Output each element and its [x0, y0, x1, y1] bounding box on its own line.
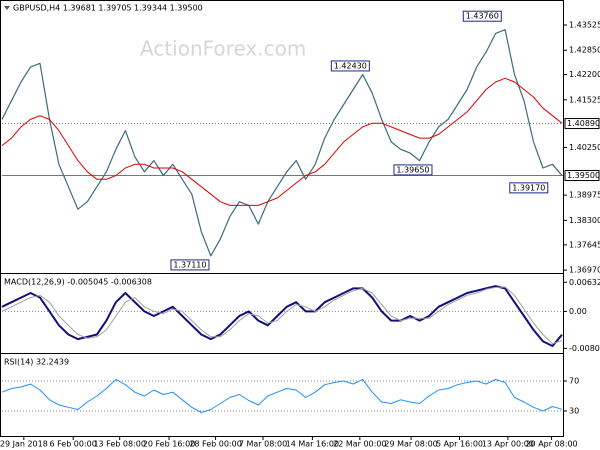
chart-title: GBPUSD,H4 1.39681 1.39705 1.39344 1.3950… — [13, 4, 203, 13]
y-tick-label: 1.42200 — [569, 70, 600, 79]
series-line — [1, 285, 563, 347]
y-tick-label: 70 — [569, 376, 579, 385]
y-tick-label: 1.38300 — [569, 216, 600, 225]
x-tick-label: 20 Apr 08:00 — [525, 440, 577, 449]
y-tick-label: 0.006326 — [569, 278, 600, 287]
y-tick-label: 1.36970 — [569, 266, 600, 275]
annotation-box — [509, 182, 549, 194]
x-tick-label: 14 Mar 16:00 — [286, 440, 339, 449]
series-line — [1, 29, 563, 257]
y-tick-label: 1.42850 — [569, 46, 600, 55]
plot-frame — [0, 0, 564, 437]
annotation-label: 1.42430 — [334, 61, 367, 70]
macd-title: MACD(12,26,9) -0.005045 -0.006308 — [4, 278, 152, 287]
y-tick-label: 30 — [569, 407, 579, 416]
series-line — [1, 286, 563, 345]
x-tick-label: 28 Feb 00:00 — [189, 440, 241, 449]
y-tick-label: 1.40250 — [569, 143, 600, 152]
x-tick-label: 13 Feb 08:00 — [93, 440, 145, 449]
watermark: ActionForex.com — [140, 37, 306, 61]
annotation-label: 1.43760 — [466, 12, 499, 21]
y-tick-label: 1.38975 — [569, 191, 600, 200]
annotation-box — [462, 10, 502, 22]
x-tick-label: 5 Apr 16:00 — [436, 440, 483, 449]
y-tick-label: 1.41525 — [569, 95, 600, 104]
annotation-label: 1.39170 — [512, 183, 545, 192]
y-tick-label: 1.37645 — [569, 240, 600, 249]
x-tick-label: 22 Mar 00:00 — [333, 440, 386, 449]
x-tick-label: 6 Feb 00:00 — [49, 440, 96, 449]
y-tick-label: 1.43525 — [569, 20, 600, 29]
annotation-label: 1.37110 — [173, 260, 206, 269]
x-tick-label: 29 Mar 08:00 — [384, 440, 437, 449]
annotation-box — [170, 259, 210, 271]
series-line — [1, 77, 563, 206]
x-tick-label: 20 Feb 16:00 — [143, 440, 195, 449]
price-label-box — [564, 170, 600, 182]
y-tick-label: 0.00 — [569, 307, 587, 316]
price-label-box — [564, 118, 600, 130]
annotation-label: 1.39650 — [396, 165, 429, 174]
symbol-icon — [4, 6, 10, 10]
price-label: 1.40890 — [567, 119, 600, 128]
x-tick-label: 29 Jan 2018 — [0, 440, 48, 449]
y-tick-label: -0.008022 — [569, 344, 600, 353]
price-label: 1.39500 — [567, 171, 600, 180]
x-tick-label: 13 Apr 00:00 — [482, 440, 534, 449]
rsi-title: RSI(14) 32.2439 — [4, 358, 69, 367]
series-line — [1, 379, 563, 413]
x-tick-label: 7 Mar 08:00 — [239, 440, 287, 449]
annotation-box — [393, 164, 433, 176]
annotation-box — [330, 60, 370, 72]
